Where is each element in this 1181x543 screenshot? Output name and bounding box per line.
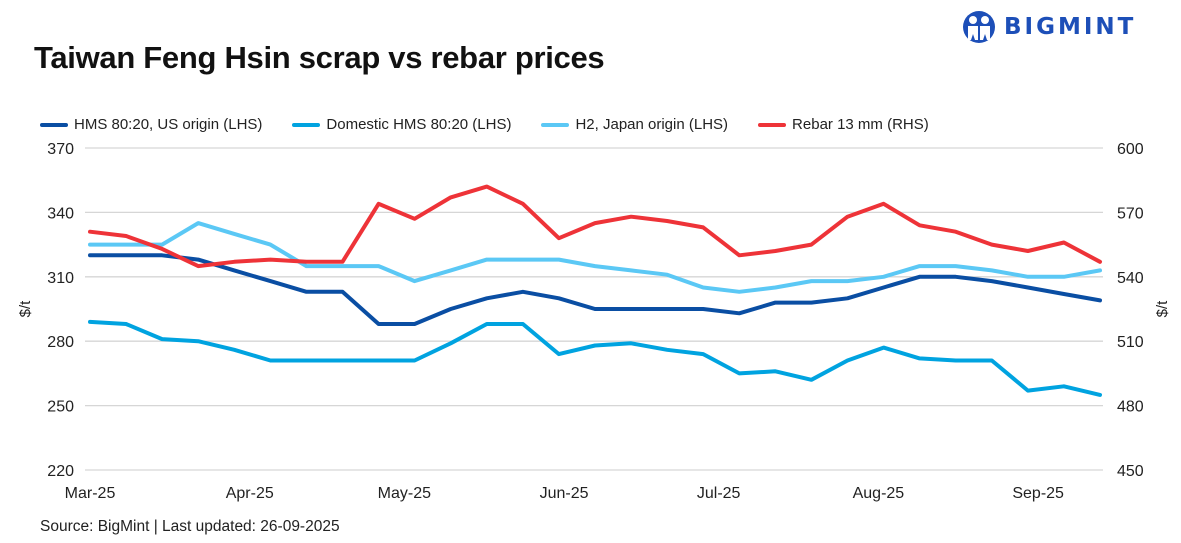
x-tick-label: Mar-25 [65,485,116,502]
x-tick-label: Sep-25 [1012,485,1064,502]
y2-axis-label: $/t [1154,300,1171,318]
y-tick-label: 220 [47,463,74,480]
series-line-2 [88,221,1102,294]
chart-title: Taiwan Feng Hsin scrap vs rebar prices [34,40,605,75]
source-note: Source: BigMint | Last updated: 26-09-20… [40,518,340,535]
y2-tick-label: 480 [1117,399,1144,416]
x-tick-label: Apr-25 [226,485,274,502]
legend-item: H2, Japan origin (LHS) [541,116,728,133]
legend-item: Domestic HMS 80:20 (LHS) [292,116,511,133]
brand-name: BIGMINT [1004,14,1137,40]
legend-item: Rebar 13 mm (RHS) [758,116,929,133]
legend-swatch [40,122,68,127]
legend-label: Rebar 13 mm (RHS) [792,116,929,133]
legend: HMS 80:20, US origin (LHS) Domestic HMS 8… [40,116,959,133]
legend-label: HMS 80:20, US origin (LHS) [74,116,263,133]
bigmint-logo: BIGMINT [962,10,1136,44]
legend-swatch [758,122,787,127]
x-tick-label: Jun-25 [540,485,589,502]
legend-item: HMS 80:20, US origin (LHS) [40,116,262,133]
legend-swatch [292,122,321,127]
y2-tick-label: 510 [1117,334,1144,351]
y-tick-label: 370 [47,141,74,158]
x-tick-label: May-25 [378,485,431,502]
series-line-0 [88,253,1102,326]
series-line-1 [88,319,1102,397]
series-line-3 [88,184,1102,269]
y-tick-label: 340 [47,205,74,222]
y-axis-label: $/t [17,300,34,318]
y2-tick-label: 570 [1117,205,1144,222]
legend-label: Domestic HMS 80:20 (LHS) [326,116,512,133]
y-tick-label: 250 [47,399,74,416]
y2-tick-label: 540 [1117,270,1144,287]
y2-tick-label: 600 [1117,141,1144,158]
bigmint-logo-icon [963,11,995,43]
y-tick-label: 280 [47,334,74,351]
x-tick-label: Aug-25 [853,485,905,502]
x-tick-label: Jul-25 [697,485,741,502]
legend-swatch [541,122,570,127]
y-tick-label: 310 [47,270,74,287]
legend-label: H2, Japan origin (LHS) [575,116,729,133]
y2-tick-label: 450 [1117,463,1144,480]
